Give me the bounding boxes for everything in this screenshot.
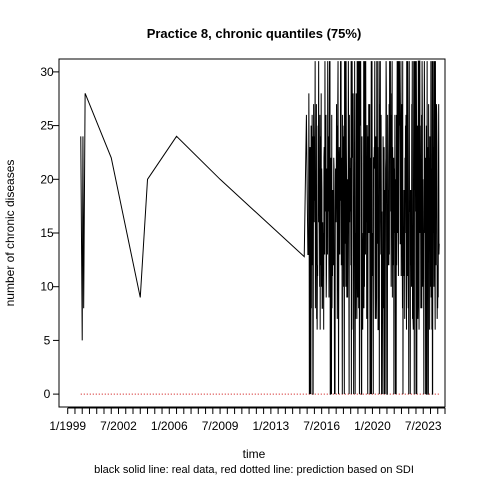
y-axis: 0 5 10 15 20 25 30: [40, 65, 60, 401]
x-tick-label: 7/2023: [405, 419, 442, 433]
x-axis: 1/1999 7/2002 1/2006 7/2009 1/2013 7/2016 1/20…: [49, 407, 446, 433]
y-tick-label: 0: [44, 387, 51, 401]
y-tick-label: 20: [40, 172, 54, 186]
y-axis-label: number of chronic diseases: [3, 160, 17, 307]
data-layer: [80, 60, 440, 395]
y-tick-label: 5: [44, 333, 51, 347]
y-tick-label: 30: [40, 65, 54, 79]
x-tick-label: 1/2020: [354, 419, 391, 433]
x-tick-label: 7/2016: [303, 419, 340, 433]
y-tick-label: 25: [40, 119, 54, 133]
real-data-line: [80, 60, 440, 395]
x-tick-label: 7/2009: [202, 419, 239, 433]
x-tick-label: 7/2002: [100, 419, 137, 433]
y-tick-label: 10: [40, 280, 54, 294]
x-tick-label: 1/2013: [253, 419, 290, 433]
chart-title: Practice 8, chronic quantiles (75%): [147, 26, 362, 41]
legend-note: black solid line: real data, red dotted …: [94, 464, 414, 476]
x-axis-label: time: [243, 447, 266, 461]
x-tick-label: 1/2006: [151, 419, 188, 433]
x-tick-label: 1/1999: [49, 419, 86, 433]
y-tick-label: 15: [40, 226, 54, 240]
